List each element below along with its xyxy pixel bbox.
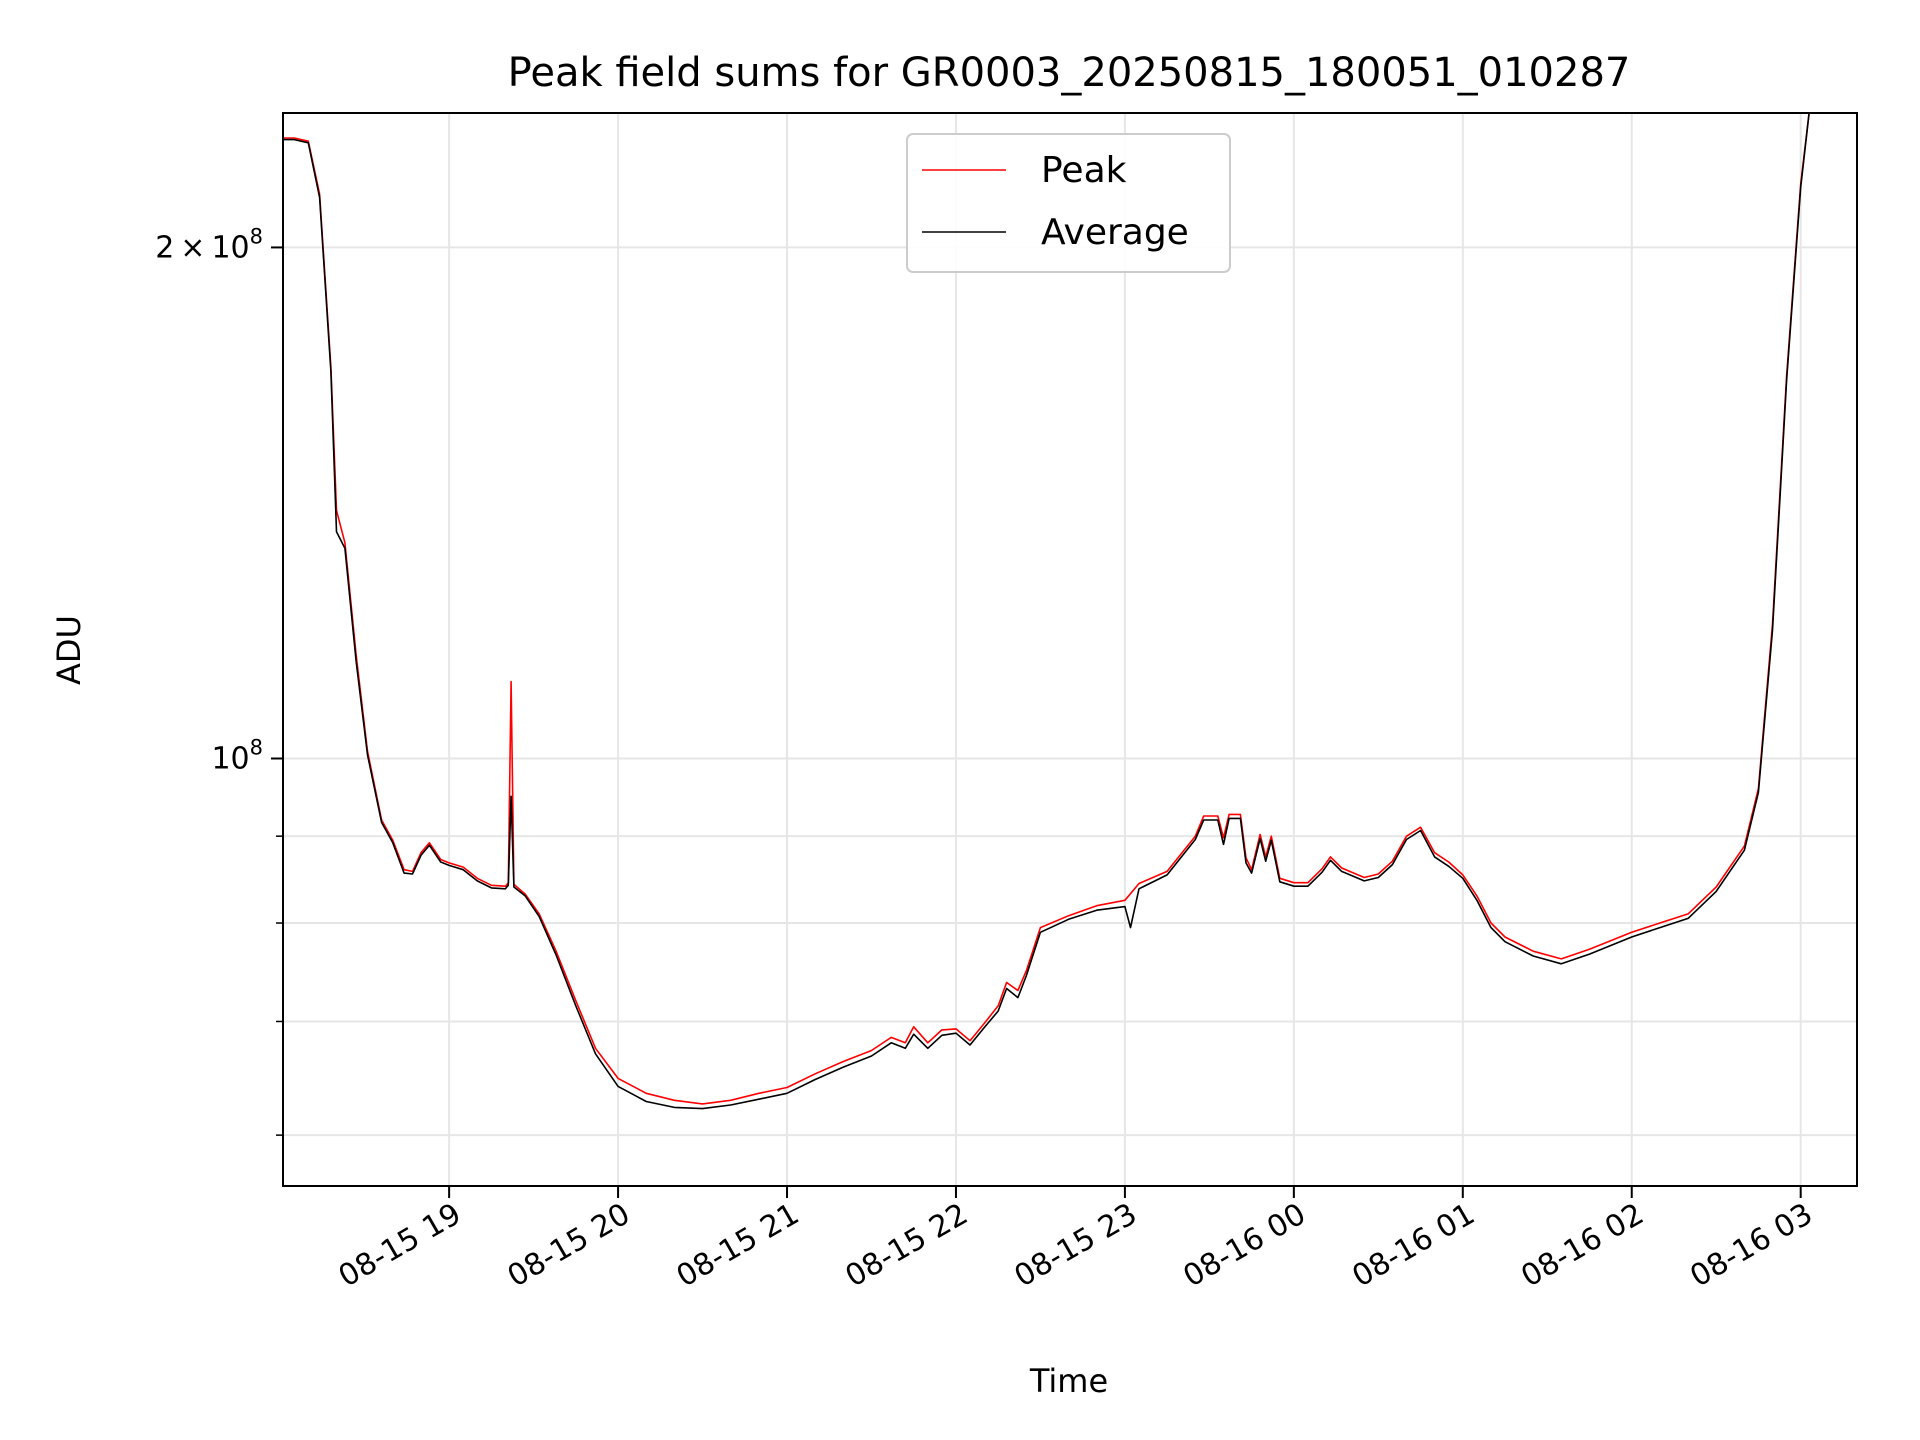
plot-frame xyxy=(282,112,1858,1187)
x-axis-title: Time xyxy=(1029,1362,1108,1400)
series-line-peak xyxy=(283,113,1810,1105)
legend-label-peak: Peak xyxy=(1041,150,1127,191)
legend-label-average: Average xyxy=(1041,212,1189,253)
series-layer xyxy=(283,113,1810,1110)
y-tick-label: 108 xyxy=(211,735,263,776)
y-axis: 108 2 × 108 xyxy=(155,224,283,1136)
series-line-average xyxy=(283,113,1810,1110)
legend: Peak Average xyxy=(906,133,1231,273)
y-tick-label: 2 × 108 xyxy=(155,224,263,265)
y-axis-title: ADU xyxy=(50,615,88,685)
legend-box xyxy=(906,133,1231,273)
chart-title: Peak field sums for GR0003_20250815_1800… xyxy=(508,50,1631,96)
